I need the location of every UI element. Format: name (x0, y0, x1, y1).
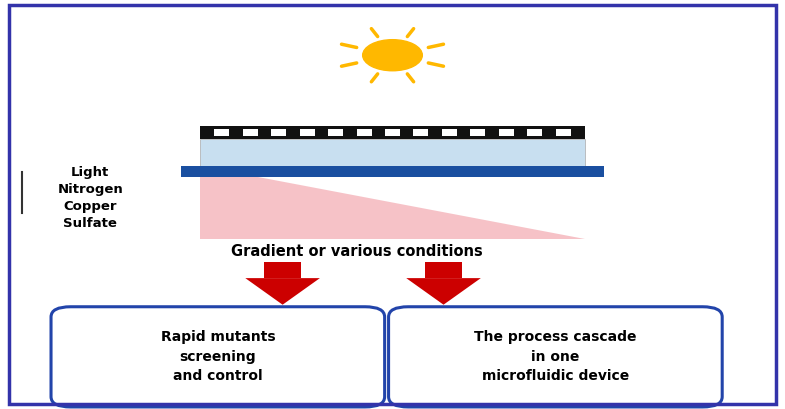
FancyBboxPatch shape (356, 129, 371, 136)
FancyBboxPatch shape (498, 129, 514, 136)
FancyBboxPatch shape (528, 129, 542, 136)
Circle shape (363, 40, 422, 71)
FancyBboxPatch shape (243, 129, 257, 136)
Text: Rapid mutants
screening
and control: Rapid mutants screening and control (160, 330, 276, 383)
FancyBboxPatch shape (556, 129, 571, 136)
Text: The process cascade
in one
microfluidic device: The process cascade in one microfluidic … (474, 330, 637, 383)
FancyBboxPatch shape (200, 126, 585, 139)
FancyBboxPatch shape (470, 129, 485, 136)
FancyBboxPatch shape (264, 262, 301, 278)
Polygon shape (245, 278, 320, 305)
Text: Gradient or various conditions: Gradient or various conditions (232, 244, 483, 259)
FancyBboxPatch shape (385, 129, 400, 136)
FancyBboxPatch shape (328, 129, 343, 136)
FancyBboxPatch shape (300, 129, 315, 136)
FancyBboxPatch shape (425, 262, 462, 278)
FancyBboxPatch shape (214, 129, 229, 136)
FancyBboxPatch shape (200, 139, 585, 166)
Polygon shape (407, 278, 480, 305)
FancyBboxPatch shape (442, 129, 457, 136)
FancyBboxPatch shape (181, 166, 604, 177)
Text: Light
Nitrogen
Copper
Sulfate: Light Nitrogen Copper Sulfate (57, 166, 123, 230)
Polygon shape (200, 166, 585, 239)
FancyBboxPatch shape (51, 307, 385, 407)
FancyBboxPatch shape (414, 129, 429, 136)
FancyBboxPatch shape (271, 129, 287, 136)
FancyBboxPatch shape (389, 307, 722, 407)
